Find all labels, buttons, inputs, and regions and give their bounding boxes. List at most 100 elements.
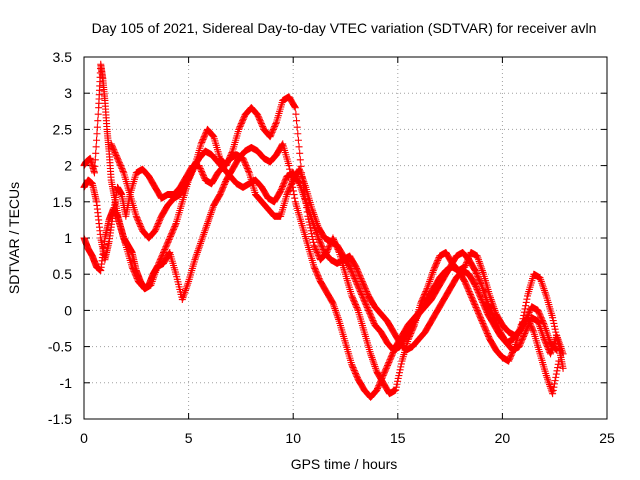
data-point <box>221 179 229 187</box>
data-point <box>354 283 362 291</box>
data-point <box>476 314 484 322</box>
data-point <box>387 354 395 362</box>
data-point <box>161 244 169 252</box>
data-point <box>325 244 333 252</box>
data-point <box>523 314 531 322</box>
data-point <box>539 281 547 289</box>
data-point <box>240 157 248 165</box>
data-point <box>163 241 171 249</box>
data-point <box>394 377 402 385</box>
data-point <box>486 304 494 312</box>
data-point <box>371 363 379 371</box>
data-point <box>552 370 560 378</box>
data-point <box>114 156 122 164</box>
data-point <box>374 385 382 393</box>
data-point <box>237 121 245 129</box>
data-point <box>545 334 553 342</box>
data-point <box>358 290 366 298</box>
data-point <box>198 137 206 145</box>
data-point <box>382 366 390 374</box>
data-point <box>550 319 558 327</box>
data-point <box>353 264 361 272</box>
data-point <box>550 383 558 391</box>
data-point <box>367 312 375 320</box>
data-point <box>377 377 385 385</box>
data-point <box>318 243 326 251</box>
grid <box>84 57 607 419</box>
data-point <box>271 121 279 129</box>
data-point <box>134 217 142 225</box>
data-point <box>91 156 99 164</box>
data-point <box>194 247 202 255</box>
data-point <box>93 136 101 144</box>
x-tick-label: 10 <box>285 430 301 446</box>
data-point <box>159 248 167 256</box>
data-point <box>196 164 204 172</box>
data-point <box>332 308 340 316</box>
data-point <box>368 314 376 322</box>
data-point <box>109 144 117 152</box>
data-point <box>552 345 560 353</box>
data-point <box>536 311 544 319</box>
data-point <box>285 185 293 193</box>
data-point <box>267 130 275 138</box>
data-point <box>472 269 480 277</box>
data-point <box>296 156 304 164</box>
data-point <box>137 222 145 230</box>
data-point <box>481 303 489 311</box>
data-point <box>333 312 341 320</box>
data-point <box>477 315 485 323</box>
data-point <box>479 298 487 306</box>
data-point <box>523 313 531 321</box>
data-point <box>525 310 533 318</box>
x-tick-label: 20 <box>495 430 511 446</box>
data-point <box>118 164 126 172</box>
data-point <box>374 383 382 391</box>
data-point <box>386 356 394 364</box>
data-point <box>470 298 478 306</box>
data-point <box>380 370 388 378</box>
data-point <box>543 373 551 381</box>
data-point <box>243 163 251 171</box>
data-point <box>133 214 141 222</box>
y-tick-label: 1 <box>64 230 72 246</box>
data-point <box>352 263 360 271</box>
data-point <box>363 289 371 297</box>
data-point <box>348 361 356 369</box>
data-point <box>238 118 246 126</box>
data-point <box>280 178 288 186</box>
data-point <box>476 277 484 285</box>
y-axis-label: SDTVAR / TECUs <box>6 182 22 294</box>
data-point <box>476 291 484 299</box>
data-point <box>522 298 530 306</box>
data-point <box>117 163 125 171</box>
data-point <box>487 306 495 314</box>
data-point <box>350 366 358 374</box>
data-point <box>128 263 136 271</box>
data-point <box>348 292 356 300</box>
data-point <box>505 356 513 364</box>
data-point <box>195 243 203 251</box>
data-point <box>266 133 274 141</box>
data-point <box>385 359 393 367</box>
data-point <box>279 181 287 189</box>
data-point <box>476 293 484 301</box>
data-point <box>207 209 215 217</box>
data-point <box>289 187 297 195</box>
data-point <box>199 172 207 180</box>
data-point <box>290 191 298 199</box>
data-point <box>551 377 559 385</box>
data-point <box>197 166 205 174</box>
data-point <box>254 112 262 120</box>
data-point <box>131 270 139 278</box>
data-point <box>529 325 537 333</box>
data-point <box>271 123 279 131</box>
data-point <box>202 225 210 233</box>
data-point <box>259 123 267 131</box>
data-point <box>220 180 228 188</box>
data-point <box>272 120 280 128</box>
data-point <box>201 131 209 139</box>
data-point <box>200 134 208 142</box>
data-point <box>198 169 206 177</box>
